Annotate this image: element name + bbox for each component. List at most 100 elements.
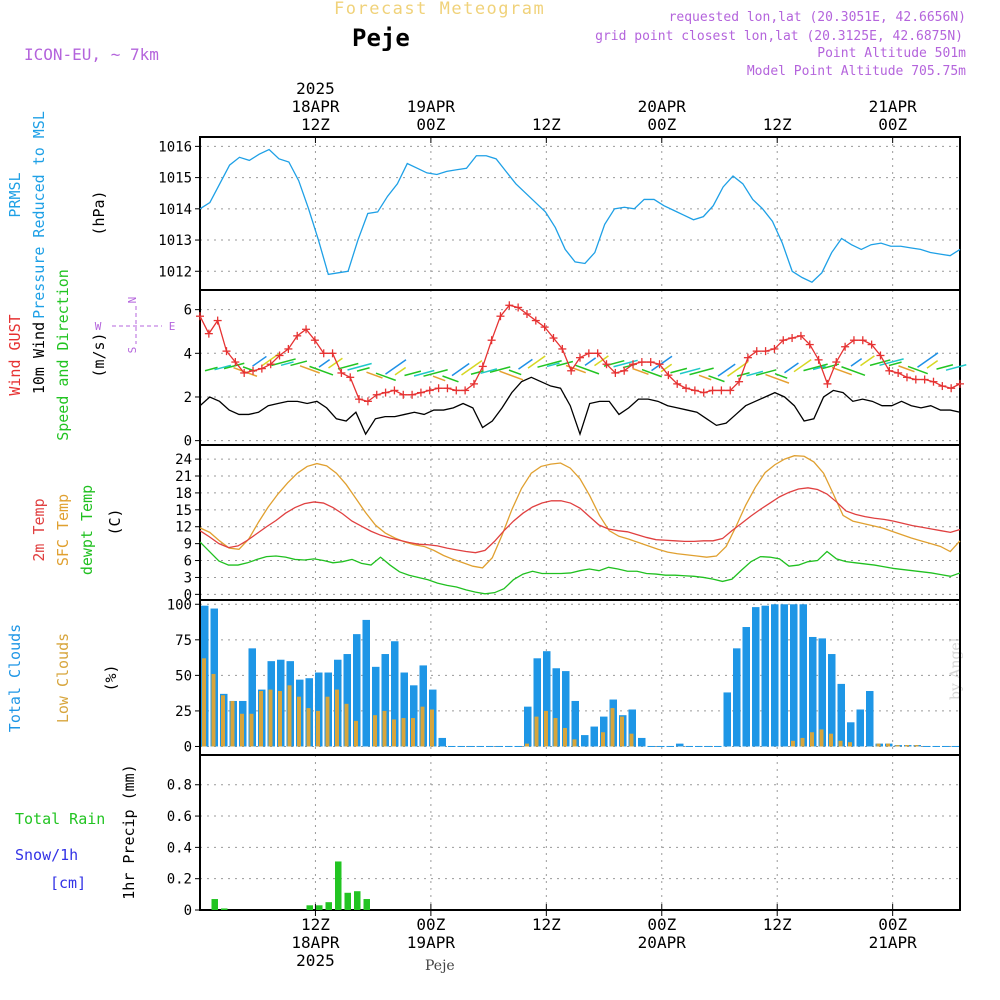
total-cloud-bar (372, 666, 380, 747)
wind-arrow (223, 362, 245, 370)
legend-snow-unit: [cm] (50, 874, 86, 892)
wind-arrow (746, 370, 764, 377)
wind-gust-point (655, 360, 664, 369)
total-cloud-bar (353, 634, 361, 747)
low-cloud-bar (278, 691, 282, 747)
axis-label: SFC Temp (54, 494, 72, 566)
wind-gust-point (222, 347, 231, 356)
wind-gust-point (788, 334, 797, 343)
wind-gust-point (956, 379, 964, 388)
wind-gust-point (275, 351, 284, 360)
wind-gust-point (841, 342, 850, 351)
wind-arrow (670, 367, 688, 374)
time-label-top: 00Z (647, 115, 676, 134)
wind-gust-point (708, 386, 717, 395)
y-tick-label: 0.4 (167, 840, 192, 856)
wind-gust-point (735, 377, 744, 386)
sfc-temp-series (199, 455, 961, 569)
axis-label: (%) (102, 664, 120, 691)
time-label-bottom: 00Z (647, 915, 676, 934)
wind-gust-point (328, 349, 337, 358)
wind-arrow (641, 368, 662, 378)
wind-gust-point (399, 390, 408, 399)
wind-arrow (660, 363, 673, 373)
low-cloud-bar (306, 708, 311, 747)
wind-gust-point (637, 358, 646, 367)
low-cloud-bar (620, 716, 624, 747)
time-label-top: 12Z (532, 115, 561, 134)
y-tick-label: 0.8 (167, 778, 192, 794)
y-tick-label: 9 (184, 537, 192, 553)
legend-total-rain: Total Rain (15, 810, 105, 828)
rain-bar (354, 891, 361, 910)
total-cloud-bar (790, 604, 798, 747)
y-tick-label: 25 (175, 704, 192, 720)
y-tick-label: 6 (184, 303, 192, 319)
total-cloud-bar (856, 709, 864, 747)
gridpoint-coords: grid point closest lon,lat (20.3125E, 42… (595, 29, 963, 44)
wind-arrow (366, 371, 383, 379)
axis-label-precip: 1hr Precip (mm) (120, 764, 138, 899)
low-cloud-bar (392, 719, 396, 747)
wind-gust-point (346, 373, 355, 382)
wind-arrow (527, 355, 546, 369)
axis-label: dewpt Temp (78, 485, 96, 575)
y-tick-label: 3 (184, 570, 192, 586)
wind-gust-point (522, 310, 531, 319)
low-cloud-bar (373, 715, 377, 747)
total-cloud-bar (628, 709, 636, 747)
wind-arrow (879, 358, 904, 367)
wind-arrow (489, 366, 511, 374)
wind-arrow (689, 367, 714, 376)
wind-gust-point (319, 349, 328, 358)
wind-gust-point (593, 349, 602, 358)
wind-gust-series (196, 301, 964, 406)
time-label-bottom: 12Z (763, 915, 792, 934)
y-tick-label: 100 (167, 597, 192, 613)
wind-arrow (394, 366, 407, 376)
low-cloud-bar (287, 685, 292, 747)
wind-gust-point (620, 366, 629, 375)
wind-arrow (499, 370, 524, 381)
low-cloud-bar (420, 706, 425, 747)
total-cloud-bar (543, 651, 551, 747)
wind-gust-point (902, 373, 911, 382)
y-tick-label: 0 (184, 434, 192, 450)
low-cloud-bar (430, 709, 434, 747)
panel-frame (199, 444, 961, 601)
requested-coords: requested lon,lat (20.3051E, 42.6656N) (668, 10, 966, 25)
wind-gust-point (531, 316, 540, 325)
low-cloud-bar (230, 700, 235, 747)
wind-arrow (755, 369, 777, 376)
y-tick-label: 0.6 (167, 809, 192, 825)
wind-gust-point (779, 336, 788, 345)
wind-arrow (727, 361, 749, 377)
axis-label: (m/s) (90, 332, 108, 377)
wind-gust-point (576, 353, 584, 362)
wind-arrow (765, 373, 790, 384)
total-cloud-bar (866, 691, 874, 747)
wind-arrow (784, 362, 799, 374)
wind-gust-point (876, 351, 885, 360)
wind-arrow (869, 359, 891, 367)
wind-arrow (679, 367, 701, 375)
wind-gust-point (496, 312, 505, 321)
wind-arrow (290, 360, 308, 367)
wind-gust-point (416, 388, 425, 397)
wind-gust-point (602, 360, 611, 369)
wind-arrow (793, 359, 812, 373)
low-cloud-bar (886, 743, 890, 747)
wind-gust-point (204, 329, 213, 338)
total-cloud-bar (400, 672, 408, 747)
time-label-bottom: 18APR (291, 933, 340, 952)
wind-gust-point (938, 382, 947, 391)
dewpt-temp-line (199, 541, 961, 595)
legend-snow: Snow/1h (15, 846, 78, 864)
wind-arrow (461, 360, 483, 376)
wind-arrow (470, 370, 484, 375)
wind-arrow (318, 359, 331, 368)
y-tick-label: 75 (175, 633, 192, 649)
total-cloud-bar (362, 619, 370, 747)
time-label-bottom: 00Z (416, 915, 445, 934)
